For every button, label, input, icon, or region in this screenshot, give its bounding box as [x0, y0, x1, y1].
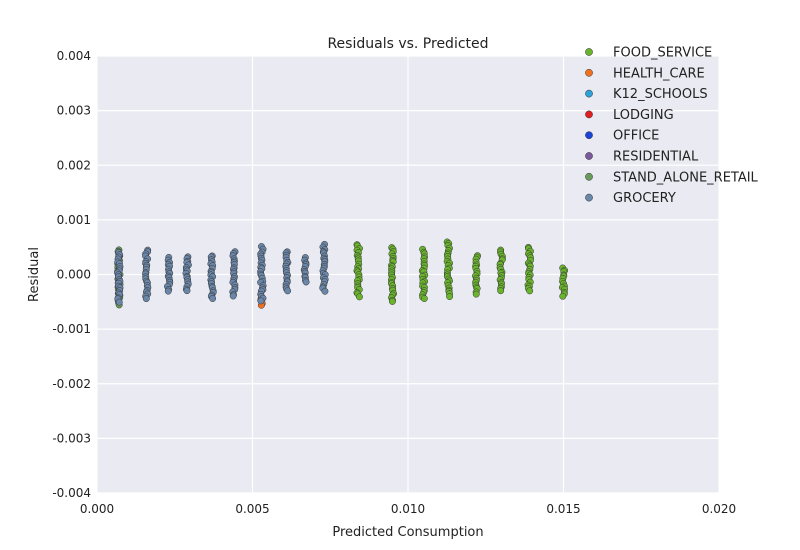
x-tick-label: 0.020 [702, 502, 736, 516]
legend-marker [585, 131, 593, 140]
scatter-point [559, 292, 567, 300]
scatter-point [115, 298, 123, 306]
legend-marker [585, 152, 593, 160]
y-tick-label: 0.003 [57, 104, 91, 118]
legend-label: FOOD_SERVICE [613, 46, 712, 61]
legend: FOOD_SERVICE HEALTH_CARE K12_SCHOOLS LODGIN… [585, 46, 759, 206]
x-tick-labels: 0.000 0.005 0.010 0.015 0.020 [80, 502, 736, 516]
scatter-point [321, 287, 329, 295]
x-tick-label: 0.010 [391, 502, 425, 516]
legend-marker [585, 110, 593, 119]
legend-marker [585, 68, 593, 77]
scatter-point [142, 295, 150, 303]
x-tick-label: 0.000 [80, 502, 114, 516]
scatter-point [284, 287, 292, 295]
scatter-point [209, 295, 217, 302]
legend-label: OFFICE [613, 129, 659, 144]
y-tick-label: -0.001 [52, 322, 91, 336]
legend-marker [585, 89, 593, 98]
y-tick-label: 0.000 [57, 268, 91, 282]
legend-marker [585, 48, 593, 56]
y-tick-label: 0.004 [57, 49, 91, 63]
legend-marker [585, 172, 593, 181]
legend-label: STAND_ALONE_RETAIL [613, 170, 759, 185]
scatter-point [183, 287, 191, 295]
scatter-point [497, 287, 505, 295]
scatter-point [446, 293, 454, 301]
legend-label: RESIDENTIAL [613, 150, 699, 165]
y-tick-label: -0.003 [52, 431, 91, 445]
legend-marker [585, 193, 593, 202]
y-axis-label: Residual [27, 247, 42, 302]
chart-title: Residuals vs. Predicted [327, 36, 488, 52]
scatter-point [472, 290, 480, 298]
y-tick-label: -0.002 [52, 377, 91, 391]
x-axis-label: Predicted Consumption [332, 525, 483, 540]
scatter-point [164, 287, 172, 295]
x-tick-label: 0.005 [235, 502, 269, 516]
y-tick-label: -0.004 [52, 486, 91, 500]
data-points [114, 238, 569, 309]
legend-label: K12_SCHOOLS [613, 87, 708, 102]
scatter-point [420, 295, 428, 302]
scatter-point [356, 293, 363, 301]
scatter-point [257, 297, 265, 305]
legend-label: LODGING [613, 108, 674, 123]
scatter-point [302, 278, 310, 286]
grid-lines [96, 55, 720, 494]
x-tick-label: 0.015 [546, 502, 580, 516]
legend-label: GROCERY [613, 191, 676, 206]
scatter-point [526, 287, 534, 295]
y-tick-label: 0.002 [57, 158, 91, 172]
y-tick-label: 0.001 [57, 213, 91, 227]
legend-label: HEALTH_CARE [613, 66, 705, 81]
scatter-point [229, 292, 237, 300]
y-tick-labels: -0.004 -0.003 -0.002 -0.001 0.000 0.001 0.002 0… [52, 49, 91, 500]
scatter-point [388, 297, 396, 305]
